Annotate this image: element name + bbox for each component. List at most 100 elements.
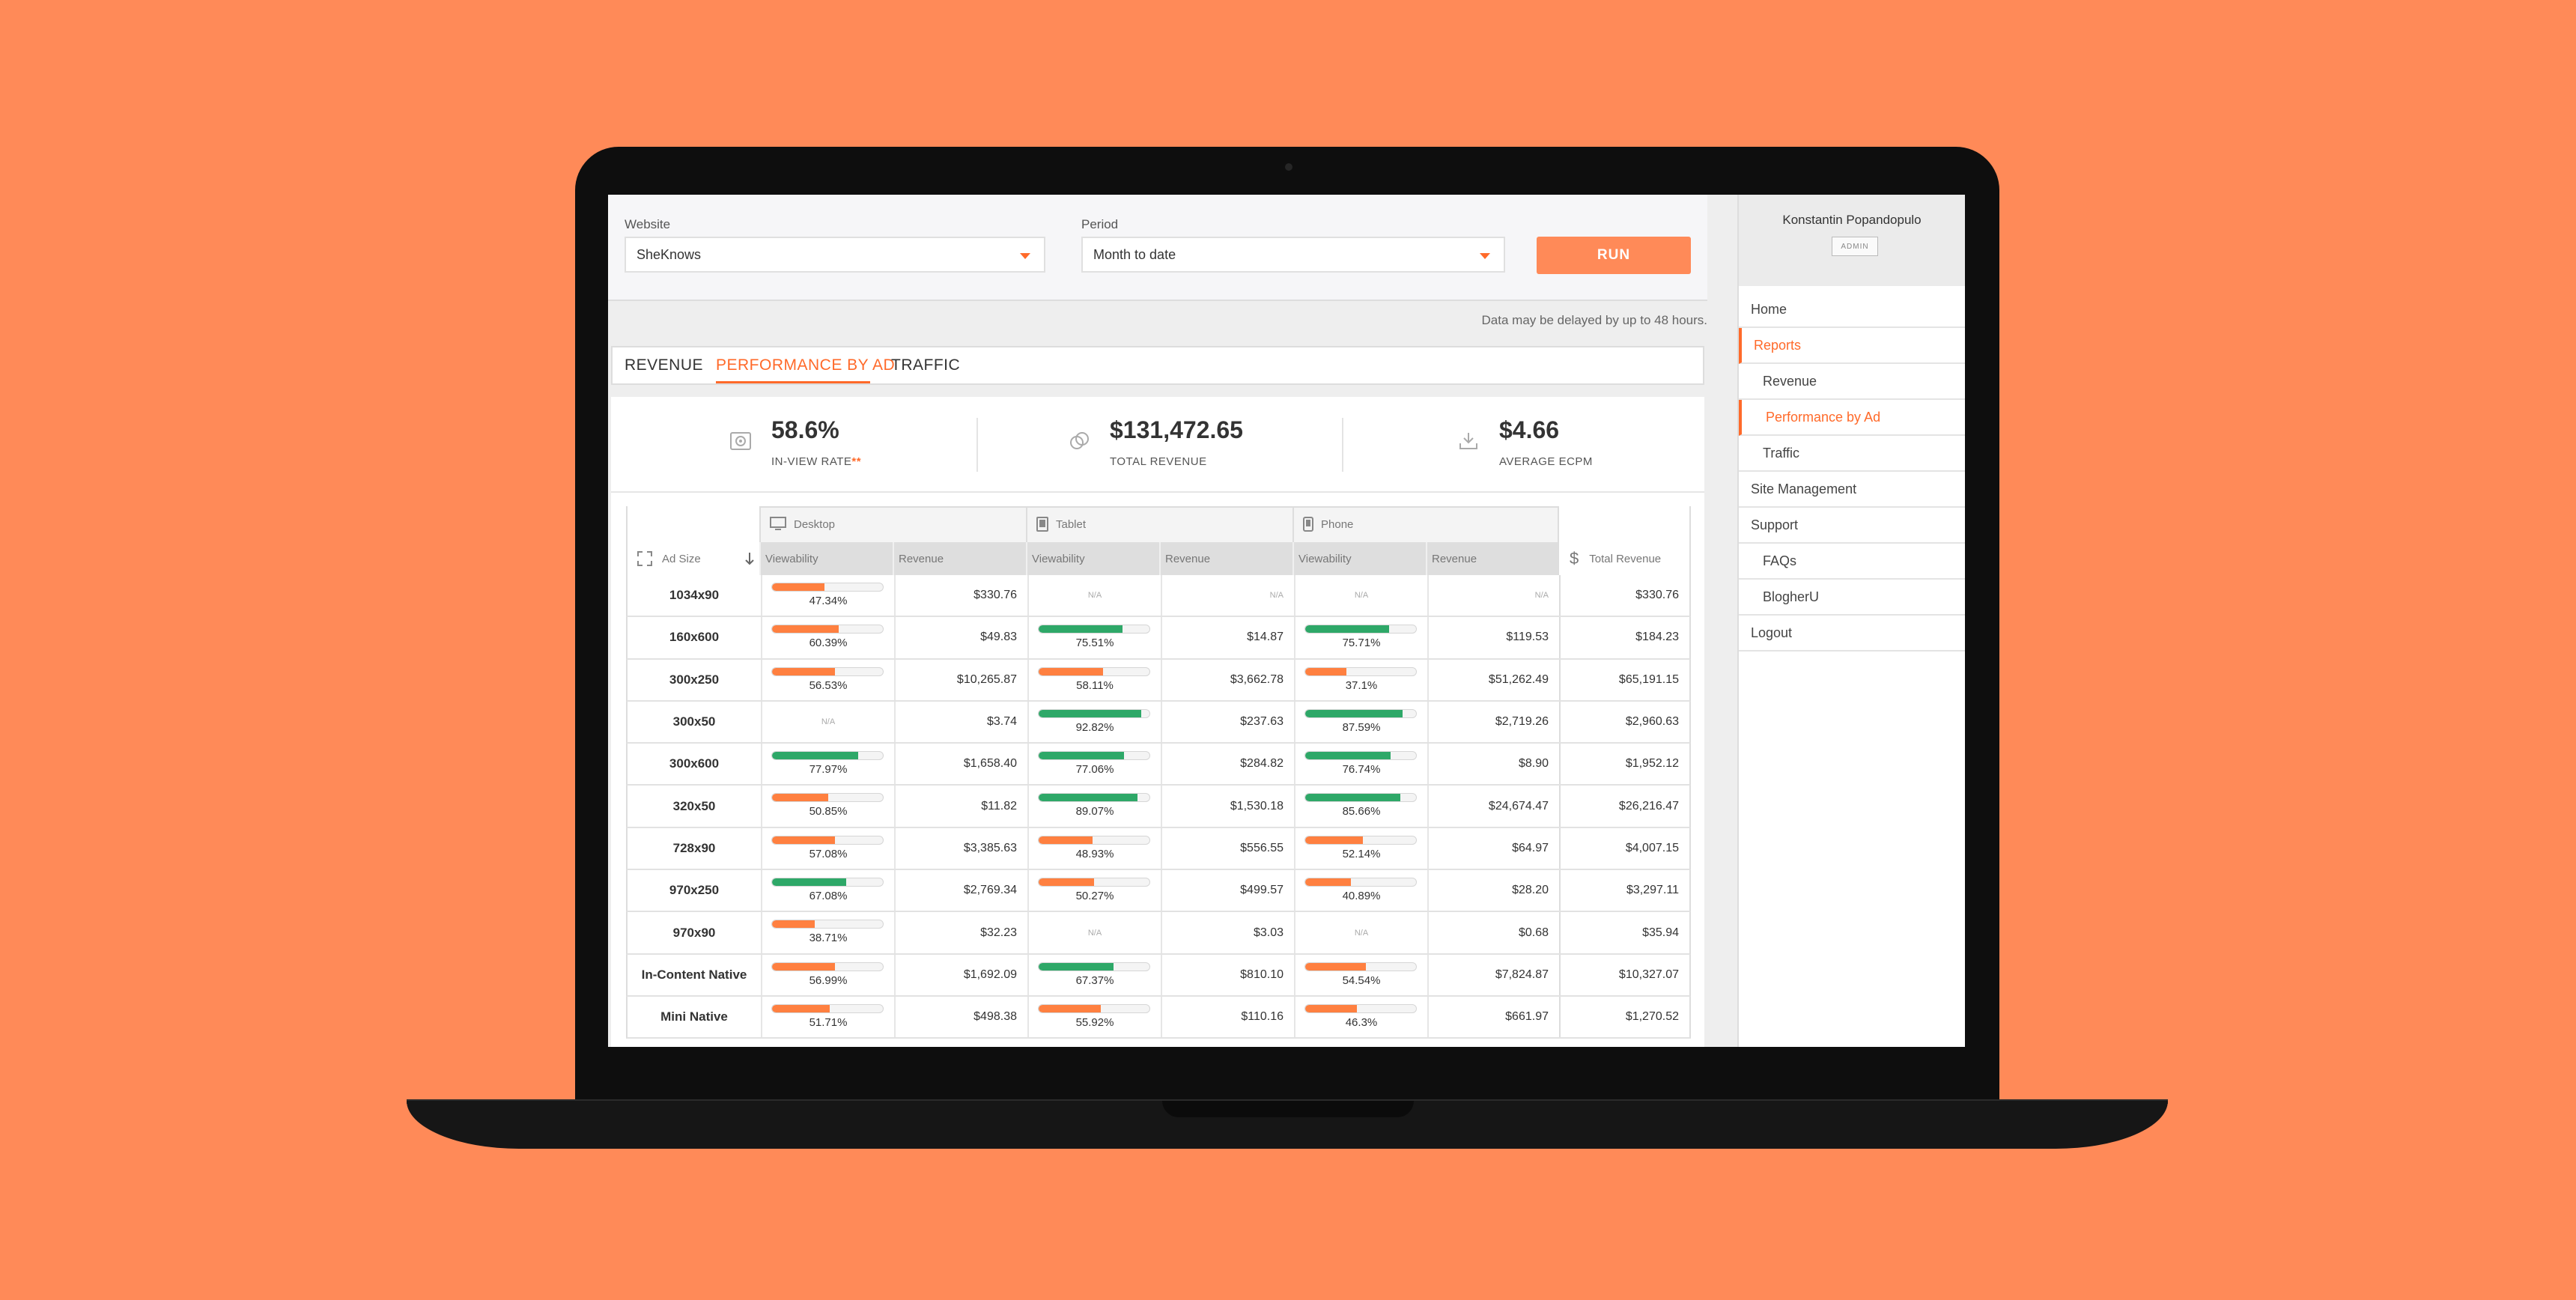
sidebar-item-logout[interactable]: Logout <box>1739 616 1965 651</box>
revenue-cell: $1,530.18 <box>1161 786 1294 827</box>
revenue-cell: $49.83 <box>894 617 1027 658</box>
total-revenue-label: TOTAL REVENUE <box>1110 455 1207 468</box>
viewability-cell: 92.82% <box>1027 701 1161 743</box>
viewability-percent: 50.27% <box>1075 890 1114 903</box>
viewability-cell: 48.93% <box>1027 827 1161 869</box>
viewability-bar-fill <box>772 920 815 929</box>
sidebar: Konstantin Popandopulo ADMIN Home Reports… <box>1737 195 1965 1047</box>
viewability-cell: 85.66% <box>1294 786 1427 827</box>
revenue-cell: $8.90 <box>1427 744 1559 785</box>
user-box: Konstantin Popandopulo ADMIN <box>1739 195 1965 286</box>
ad-size-header[interactable]: Ad Size <box>626 542 759 575</box>
active-tab-indicator <box>716 381 870 383</box>
sidebar-item-revenue[interactable]: Revenue <box>1739 364 1965 400</box>
viewability-cell: 40.89% <box>1294 870 1427 911</box>
website-value: SheKnows <box>637 246 702 262</box>
sidebar-item-home[interactable]: Home <box>1739 292 1965 328</box>
viewability-cell: 60.39% <box>761 617 894 658</box>
ad-size-cell: 300x50 <box>672 714 716 729</box>
viewability-bar-fill <box>1305 836 1364 844</box>
viewability-bar-fill <box>772 878 847 887</box>
viewability-percent: 38.71% <box>809 932 848 945</box>
main-panel: Website SheKnows Period Month to date RU… <box>608 195 1707 1047</box>
revenue-cell: $237.63 <box>1161 701 1294 743</box>
viewability-percent: 52.14% <box>1342 847 1381 860</box>
dollar-icon: $ <box>1570 549 1579 568</box>
viewability-bar <box>771 878 884 887</box>
revenue-cell: $3,385.63 <box>894 827 1027 869</box>
sidebar-item-performance-by-ad[interactable]: Performance by Ad <box>1739 400 1965 436</box>
period-select[interactable]: Month to date <box>1081 237 1505 273</box>
sidebar-item-support[interactable]: Support <box>1739 508 1965 544</box>
viewability-cell: 67.08% <box>761 870 894 911</box>
viewability-cell: 52.14% <box>1294 827 1427 869</box>
viewability-percent: 75.71% <box>1342 637 1381 650</box>
revenue-cell: $51,262.49 <box>1427 659 1559 700</box>
tab-revenue[interactable]: REVENUE <box>625 356 704 374</box>
revenue-cell: $0.68 <box>1427 912 1559 953</box>
total-revenue-header: $ Total Revenue <box>1558 542 1691 575</box>
revenue-cell: $32.23 <box>894 912 1027 953</box>
delay-note: Data may be delayed by up to 48 hours. <box>1481 313 1707 327</box>
sidebar-item-site-management[interactable]: Site Management <box>1739 472 1965 508</box>
viewability-bar-fill <box>772 752 859 760</box>
website-select[interactable]: SheKnows <box>625 237 1045 273</box>
viewability-cell: 54.54% <box>1294 954 1427 995</box>
viewability-na: N/A <box>1027 575 1161 616</box>
viewability-percent: 77.97% <box>809 763 848 777</box>
total-revenue-cell: $4,007.15 <box>1559 827 1689 869</box>
total-revenue-cell: $1,952.12 <box>1559 744 1689 785</box>
viewability-bar <box>771 583 884 592</box>
viewability-na: N/A <box>1294 912 1427 953</box>
viewability-percent: 46.3% <box>1345 1015 1378 1029</box>
viewability-percent: 57.08% <box>809 847 848 860</box>
website-label: Website <box>625 217 671 231</box>
chevron-down-icon <box>1480 253 1490 259</box>
revenue-cell: $2,719.26 <box>1427 701 1559 743</box>
sidebar-item-traffic[interactable]: Traffic <box>1739 436 1965 472</box>
inview-rate-value: 58.6% <box>771 416 839 443</box>
tab-performance-by-ad[interactable]: PERFORMANCE BY AD <box>716 356 896 374</box>
viewability-cell: 51.71% <box>761 996 894 1038</box>
revenue-cell: $24,674.47 <box>1427 786 1559 827</box>
viewability-cell: 67.37% <box>1027 954 1161 995</box>
ad-size-cell: 160x600 <box>669 630 720 645</box>
revenue-cell: $7,824.87 <box>1427 954 1559 995</box>
viewability-bar-fill <box>1039 1004 1101 1012</box>
viewability-percent: 40.89% <box>1342 890 1381 903</box>
viewability-percent: 37.1% <box>1345 678 1378 692</box>
total-revenue-cell: $10,327.07 <box>1559 954 1689 995</box>
viewability-na: N/A <box>1027 912 1161 953</box>
ad-size-cell: 300x250 <box>669 672 720 687</box>
viewability-percent: 89.07% <box>1075 805 1114 818</box>
table-row: 970x250 67.08% $2,769.34 50.27% $499.57 40.89… <box>626 870 1691 913</box>
viewability-bar <box>1038 1003 1150 1013</box>
viewability-cell: 57.08% <box>761 827 894 869</box>
revenue-cell: $556.55 <box>1161 827 1294 869</box>
total-revenue-cell: $1,270.52 <box>1559 996 1689 1038</box>
download-icon <box>1459 433 1477 449</box>
run-button[interactable]: RUN <box>1537 237 1691 274</box>
viewability-percent: 48.93% <box>1075 847 1114 860</box>
period-label: Period <box>1081 217 1119 231</box>
viewability-bar-fill <box>772 583 825 591</box>
sidebar-item-blogheru[interactable]: BlogherU <box>1739 580 1965 616</box>
sort-arrow-down-icon[interactable] <box>744 552 755 565</box>
viewability-bar-fill <box>1039 794 1137 802</box>
viewability-cell: 77.06% <box>1027 744 1161 785</box>
revenue-cell: $64.97 <box>1427 827 1559 869</box>
sidebar-item-faqs[interactable]: FAQs <box>1739 544 1965 580</box>
total-revenue-cell: $65,191.15 <box>1559 659 1689 700</box>
role-badge: ADMIN <box>1832 237 1878 256</box>
total-revenue-cell: $26,216.47 <box>1559 786 1689 827</box>
total-revenue-cell: $330.76 <box>1559 575 1689 616</box>
viewability-cell: 89.07% <box>1027 786 1161 827</box>
table-row: 1034x90 47.34% $330.76 N/A N/A N/A N/A $330.76 <box>626 575 1691 618</box>
tab-traffic[interactable]: TRAFFIC <box>891 356 961 374</box>
sidebar-item-reports[interactable]: Reports <box>1739 328 1965 364</box>
viewability-percent: 60.39% <box>809 637 848 650</box>
viewability-bar-fill <box>1305 709 1403 717</box>
table-row: 160x600 60.39% $49.83 75.51% $14.87 75.71% $11… <box>626 617 1691 660</box>
desktop-icon <box>770 517 786 530</box>
table-row: Mini Native 51.71% $498.38 55.92% $110.16 46.… <box>626 996 1691 1039</box>
